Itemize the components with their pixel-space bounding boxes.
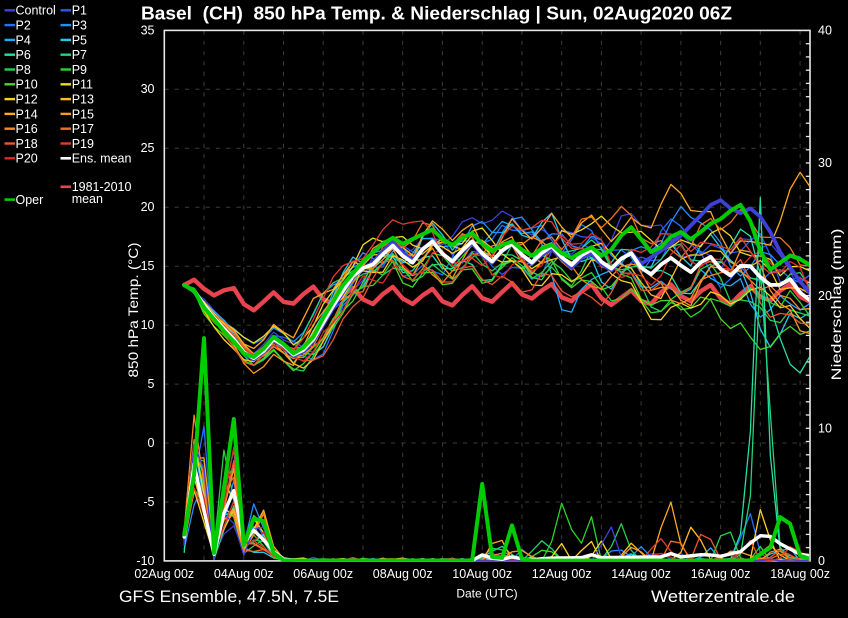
svg-text:P13: P13 (72, 93, 94, 107)
svg-text:12Aug 00z: 12Aug 00z (532, 567, 592, 581)
svg-text:10Aug 00z: 10Aug 00z (452, 567, 512, 581)
svg-text:06Aug 00z: 06Aug 00z (293, 567, 353, 581)
svg-text:10: 10 (141, 318, 155, 332)
svg-text:P3: P3 (72, 19, 87, 33)
svg-text:20: 20 (141, 200, 155, 214)
svg-text:P17: P17 (72, 122, 94, 136)
svg-text:Niederschlag (mm): Niederschlag (mm) (829, 229, 844, 381)
svg-text:18Aug 00z: 18Aug 00z (770, 567, 830, 581)
svg-text:850 hPa Temp. (°C): 850 hPa Temp. (°C) (126, 243, 141, 378)
svg-text:04Aug 00z: 04Aug 00z (214, 567, 274, 581)
svg-text:Oper: Oper (16, 193, 44, 207)
svg-text:P15: P15 (72, 107, 94, 121)
svg-text:Basel (CH) 850 hPa Temp. & N: Basel (CH) 850 hPa Temp. & Niederschlag … (141, 4, 732, 24)
svg-text:P8: P8 (16, 63, 31, 77)
svg-text:-10: -10 (136, 554, 154, 568)
svg-text:40: 40 (818, 24, 832, 38)
svg-text:02Aug 00z: 02Aug 00z (134, 567, 194, 581)
svg-text:P16: P16 (16, 122, 38, 136)
svg-text:P19: P19 (72, 137, 94, 151)
svg-text:Ens. mean: Ens. mean (72, 152, 132, 166)
svg-text:Wetterzentrale.de: Wetterzentrale.de (651, 588, 795, 606)
svg-text:08Aug 00z: 08Aug 00z (373, 567, 433, 581)
svg-text:30: 30 (818, 156, 832, 170)
svg-text:GFS Ensemble, 47.5N, 7.5E: GFS Ensemble, 47.5N, 7.5E (119, 588, 339, 606)
svg-text:25: 25 (141, 141, 155, 155)
svg-text:0: 0 (148, 436, 155, 450)
svg-text:30: 30 (141, 82, 155, 96)
svg-text:Control: Control (16, 4, 56, 18)
svg-text:35: 35 (141, 23, 155, 37)
svg-text:P7: P7 (72, 48, 87, 62)
svg-text:P20: P20 (16, 152, 38, 166)
svg-text:mean: mean (72, 192, 103, 206)
svg-text:P10: P10 (16, 78, 38, 92)
svg-text:14Aug 00z: 14Aug 00z (611, 567, 671, 581)
svg-text:P11: P11 (72, 78, 93, 92)
svg-text:P18: P18 (16, 137, 38, 151)
svg-text:P6: P6 (16, 48, 31, 62)
svg-text:5: 5 (148, 377, 155, 391)
svg-text:10: 10 (818, 421, 832, 435)
svg-text:-5: -5 (143, 495, 154, 509)
svg-text:15: 15 (141, 259, 155, 273)
svg-text:P5: P5 (72, 33, 87, 47)
svg-text:P12: P12 (16, 93, 38, 107)
svg-text:20: 20 (818, 289, 832, 303)
svg-text:16Aug 00z: 16Aug 00z (691, 567, 751, 581)
svg-text:1981-2010: 1981-2010 (72, 180, 132, 194)
svg-text:P14: P14 (16, 107, 38, 121)
svg-text:P4: P4 (16, 33, 31, 47)
svg-text:P1: P1 (72, 4, 87, 18)
svg-text:P9: P9 (72, 63, 87, 77)
svg-text:P2: P2 (16, 19, 31, 33)
svg-text:Date (UTC): Date (UTC) (456, 587, 517, 601)
svg-text:0: 0 (818, 554, 825, 568)
